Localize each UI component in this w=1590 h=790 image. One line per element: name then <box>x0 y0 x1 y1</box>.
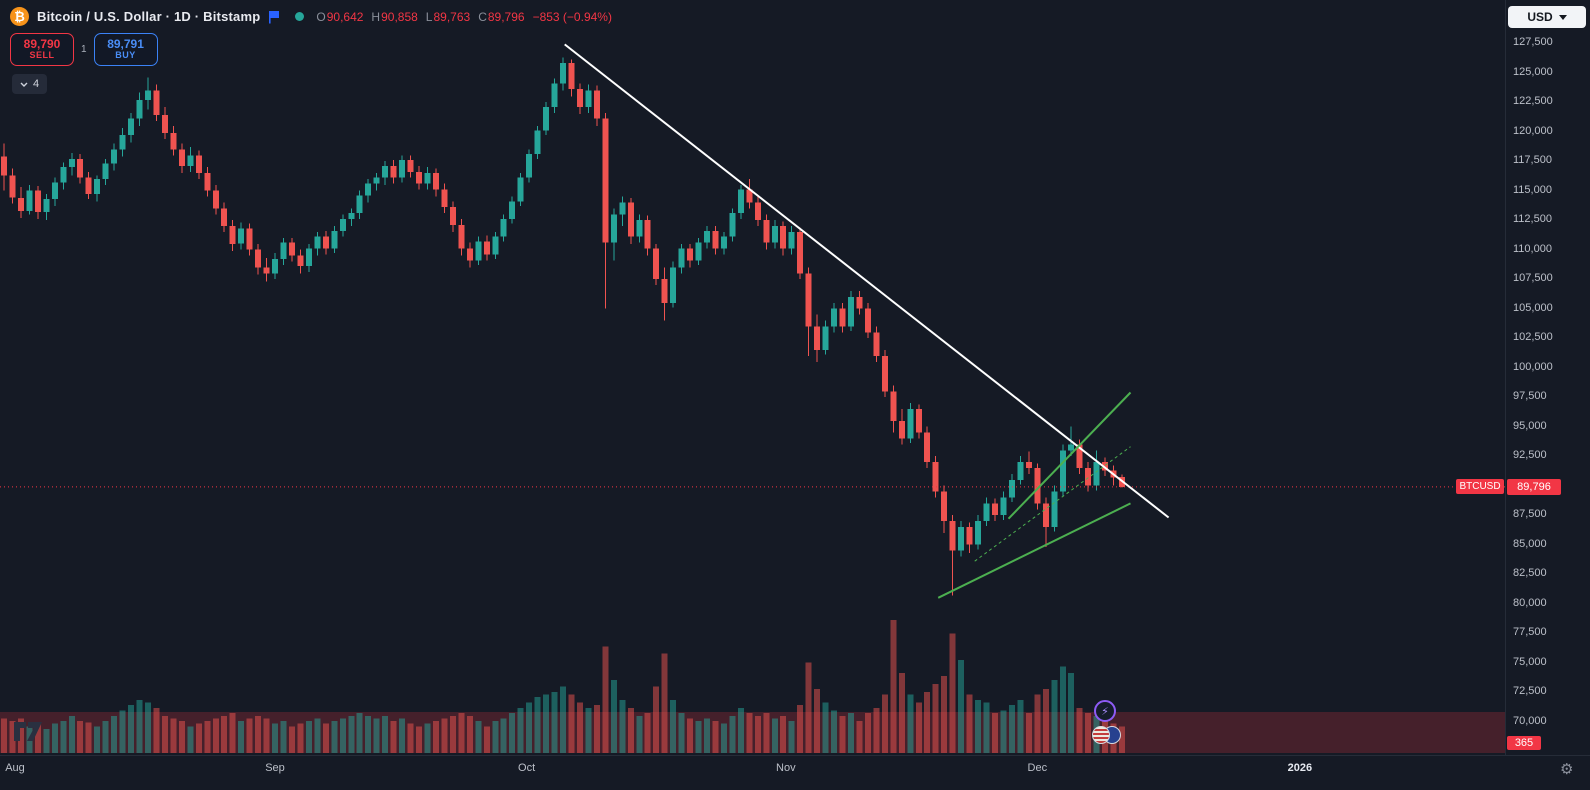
price-axis-label: 75,000 <box>1513 655 1547 668</box>
currency-label: USD <box>1527 10 1553 24</box>
price-axis-label: 120,000 <box>1513 124 1553 137</box>
chevron-down-icon <box>20 82 28 87</box>
price-axis-label: 117,500 <box>1513 154 1552 166</box>
channel-lower-line[interactable] <box>937 502 1131 599</box>
price-axis-label: 112,500 <box>1513 213 1552 225</box>
currency-toggle-button[interactable]: USD <box>1508 6 1586 28</box>
price-axis-label: 115,000 <box>1513 183 1552 196</box>
economic-event-flags-icon[interactable] <box>1092 726 1122 745</box>
buy-button[interactable]: 89,791 BUY <box>93 33 158 66</box>
price-axis-label: 100,000 <box>1513 360 1553 373</box>
time-axis-label: Oct <box>518 762 536 774</box>
flag-icon[interactable] <box>268 10 281 24</box>
candlesticks <box>1 57 1125 596</box>
symbol-title[interactable]: Bitcoin / U.S. Dollar · 1D · Bitstamp <box>37 9 261 24</box>
ohlc-change-value: −853 (−0.94%) <box>532 9 612 24</box>
trade-panel: 89,790 SELL 1 89,791 BUY <box>10 33 158 66</box>
price-axis-label: 107,500 <box>1513 272 1553 284</box>
buy-label: BUY <box>115 50 136 61</box>
time-axis[interactable]: Aug Sep Oct Nov Dec 2026 <box>0 755 1590 790</box>
time-axis-label: Sep <box>265 762 285 774</box>
flash-event-icon[interactable]: ⚡ <box>1094 700 1116 722</box>
tradingview-watermark <box>13 718 45 747</box>
sell-button[interactable]: 89,790 SELL <box>10 33 74 66</box>
ohlc-close-value: 89,796 <box>487 9 525 24</box>
sell-price: 89,790 <box>23 36 61 51</box>
time-axis-label: Dec <box>1027 762 1048 774</box>
price-axis-label: 127,500 <box>1513 36 1553 48</box>
price-axis-label: 110,000 <box>1513 242 1552 255</box>
indicator-count: 4 <box>33 78 40 90</box>
price-axis-label: 80,000 <box>1513 596 1547 609</box>
volume-bars <box>1 620 1125 754</box>
price-axis-label: 125,000 <box>1513 65 1553 78</box>
caret-down-icon <box>1558 14 1567 20</box>
ohlc-low-label: L <box>425 9 433 24</box>
price-axis-label: 102,500 <box>1513 331 1553 343</box>
price-axis-label: 72,500 <box>1513 685 1547 697</box>
ohlc-low-value: 89,763 <box>433 9 471 24</box>
ohlc-readout: O 90,642 H 90,858 L 89,763 C 89,796 −853 (−0… <box>316 10 612 24</box>
gear-icon[interactable]: ⚙ <box>1560 760 1574 778</box>
price-axis-label: 82,500 <box>1513 567 1547 579</box>
buy-price: 89,791 <box>107 36 144 51</box>
symbol-price-flag: BTCUSD <box>1456 478 1504 494</box>
price-axis-label: 87,500 <box>1513 508 1547 520</box>
price-axis-label: 92,500 <box>1513 449 1547 461</box>
price-axis-label: 70,000 <box>1513 714 1547 727</box>
trendline[interactable] <box>564 43 1170 519</box>
time-axis-label: Nov <box>776 762 796 774</box>
ohlc-open-label: O <box>316 9 326 24</box>
ohlc-high-label: H <box>371 9 381 24</box>
chart-canvas[interactable] <box>0 0 1505 755</box>
symbol-header: ₿ Bitcoin / U.S. Dollar · 1D · Bitstamp … <box>10 7 612 26</box>
price-axis-label: 95,000 <box>1513 419 1547 432</box>
spread-value: 1 <box>81 44 87 55</box>
indicator-value-badge: 365 <box>1507 736 1541 750</box>
price-axis[interactable]: 127,500 125,000 122,500 120,000 117,500 115,0… <box>1505 0 1590 755</box>
ohlc-high-value: 90,858 <box>381 9 418 24</box>
price-axis-label: 122,500 <box>1513 95 1553 107</box>
flag-circle-red <box>1092 726 1110 744</box>
current-price-badge: 89,796 <box>1507 478 1561 495</box>
price-axis-label: 77,500 <box>1513 626 1547 638</box>
price-axis-label: 85,000 <box>1513 537 1547 550</box>
indicators-collapse-chip[interactable]: 4 <box>12 74 48 94</box>
channel-median-line[interactable] <box>974 446 1131 562</box>
bitcoin-logo-icon: ₿ <box>10 7 29 26</box>
price-axis-label: 97,500 <box>1513 390 1547 402</box>
time-axis-label: Aug <box>5 762 25 774</box>
market-status-icon <box>295 12 305 21</box>
ohlc-close-label: C <box>478 9 487 24</box>
time-axis-label: 2026 <box>1287 762 1313 774</box>
sell-label: SELL <box>29 50 55 61</box>
price-axis-label: 105,000 <box>1513 301 1553 314</box>
ohlc-open-value: 90,642 <box>326 9 364 24</box>
channel-upper-line[interactable] <box>1007 391 1132 520</box>
